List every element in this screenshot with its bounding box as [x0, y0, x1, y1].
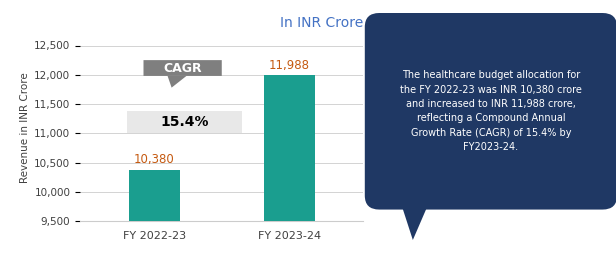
FancyBboxPatch shape [144, 60, 222, 76]
Text: In INR Crore: In INR Crore [280, 16, 363, 30]
FancyBboxPatch shape [365, 13, 616, 210]
Text: 10,380: 10,380 [134, 153, 175, 166]
Text: 11,988: 11,988 [269, 59, 310, 72]
Polygon shape [168, 76, 187, 88]
Bar [264, 75, 315, 260]
Polygon shape [399, 196, 432, 240]
Bar [129, 170, 180, 260]
Text: 15.4%: 15.4% [160, 115, 209, 129]
Text: The healthcare budget allocation for
the FY 2022-23 was INR 10,380 crore
and inc: The healthcare budget allocation for the… [400, 70, 582, 152]
Y-axis label: Revenue in INR Crore: Revenue in INR Crore [20, 72, 30, 183]
FancyBboxPatch shape [128, 111, 242, 133]
Text: CAGR: CAGR [163, 62, 202, 75]
